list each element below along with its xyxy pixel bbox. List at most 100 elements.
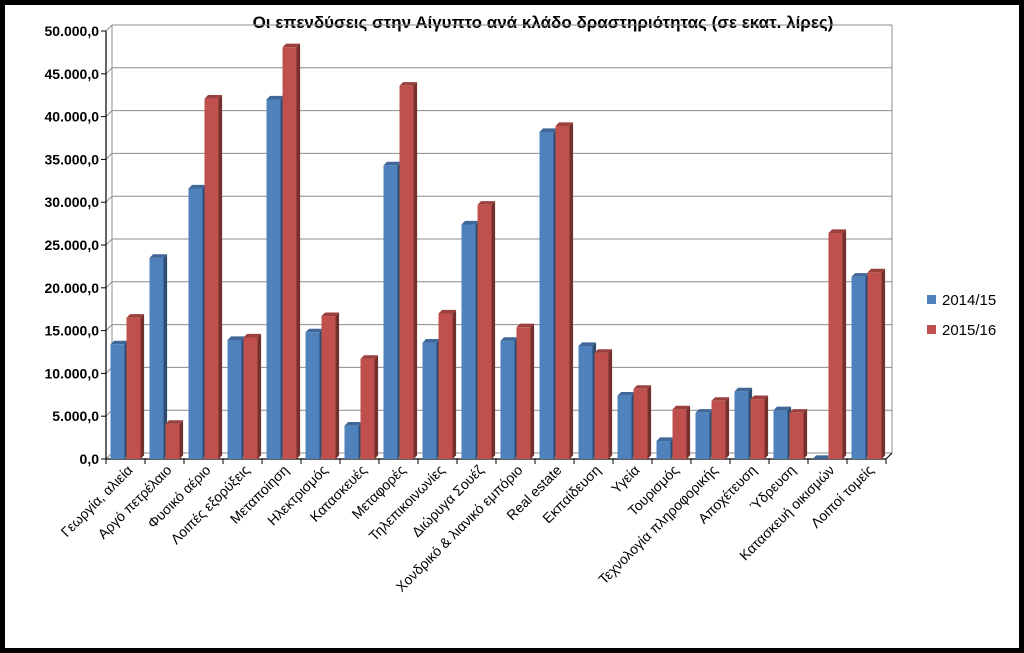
bar-top (695, 409, 714, 413)
bar-front (867, 272, 882, 459)
grid-layer (105, 24, 893, 460)
bars-layer (110, 43, 886, 460)
bar-front (149, 257, 164, 459)
bar-2014-15-15 (695, 409, 714, 459)
bar-front (126, 317, 141, 459)
bar-front (828, 233, 843, 459)
bar-side (140, 314, 145, 459)
bar-side (686, 405, 691, 459)
y-tick-label: 50.000,0 (45, 23, 100, 39)
bar-top (126, 314, 145, 318)
bar-side (647, 385, 652, 459)
bar-top (422, 338, 441, 343)
bar-2015-16-9 (477, 201, 496, 459)
gridline-side (105, 24, 113, 32)
bar-2015-16-13 (633, 385, 652, 459)
bar-top (360, 355, 379, 359)
bar-top (851, 273, 870, 277)
bar-front (773, 410, 788, 459)
legend-label: 2015/16 (942, 322, 996, 339)
y-tick-label: 30.000,0 (45, 194, 100, 210)
bar-top (555, 122, 574, 127)
y-tick-label: 35.000,0 (45, 151, 100, 167)
bar-front (305, 332, 320, 459)
bar-side (491, 201, 496, 459)
bar-top (399, 82, 418, 86)
bar-front (282, 47, 297, 459)
bar-top (812, 455, 831, 459)
bar-front (204, 98, 219, 460)
bar-front (656, 441, 671, 459)
bar-2014-15-0 (110, 340, 129, 459)
bar-2015-16-15 (711, 397, 730, 459)
legend-item-2014-15: 2014/15 (927, 292, 996, 309)
bar-2015-16-6 (360, 355, 379, 459)
bar-side (530, 323, 535, 459)
bar-2015-16-5 (321, 312, 340, 459)
bar-top (656, 437, 675, 442)
bar-2015-16-2 (204, 95, 223, 460)
bar-top (188, 184, 207, 189)
bar-top (734, 387, 753, 392)
bar-front (266, 99, 281, 459)
bar-2015-16-3 (243, 333, 262, 459)
axis-layer: 0,0 5.000,0 10.000,0 15.000,0 20.000,0 25.000… (45, 23, 893, 467)
bar-top (227, 336, 246, 341)
bar-side (296, 43, 301, 459)
legend-swatch (927, 325, 936, 334)
bar-side (163, 254, 168, 459)
bar-2014-15-6 (344, 422, 363, 459)
bar-2015-16-14 (672, 405, 691, 459)
bar-side (413, 82, 418, 460)
bar-2014-15-17 (773, 406, 792, 459)
bar-2015-16-11 (555, 122, 574, 460)
bar-top (204, 95, 223, 99)
bar-top (243, 333, 262, 338)
bar-front (399, 85, 414, 459)
bar-front (477, 204, 492, 459)
bar-top (282, 43, 301, 48)
bar-2014-15-14 (656, 437, 675, 459)
gridline-side (105, 195, 113, 203)
bar-side (374, 355, 379, 459)
bar-front (188, 188, 203, 459)
bar-2015-16-7 (399, 82, 418, 460)
gridline-side (105, 324, 113, 331)
bar-2015-16-18 (828, 229, 847, 459)
bar-top (500, 337, 519, 341)
bar-2014-15-12 (578, 342, 597, 459)
bar-front (633, 388, 648, 459)
bar-front (438, 313, 453, 459)
bar-side (881, 268, 886, 459)
y-tick-label: 0,0 (80, 451, 100, 467)
bar-2014-15-5 (305, 328, 324, 459)
bar-2015-16-10 (516, 323, 535, 459)
bar-side (764, 395, 769, 459)
bar-front (539, 132, 554, 459)
chart-title: Οι επενδύσεις στην Αίγυπτο ανά κλάδο δρα… (253, 13, 834, 32)
bar-side (608, 349, 613, 459)
gridline-side (105, 238, 113, 246)
bar-top (539, 128, 558, 133)
gridline-side (105, 153, 113, 160)
bar-2015-16-19 (867, 268, 886, 459)
legend-swatch (927, 295, 936, 304)
bar-front (243, 337, 258, 459)
bar-front (500, 340, 515, 459)
bar-2014-15-19 (851, 273, 870, 459)
bar-front (227, 340, 242, 459)
bar-2014-15-3 (227, 336, 246, 459)
legend-label: 2014/15 (942, 292, 996, 309)
gridline-side (105, 281, 113, 289)
bar-top (149, 254, 168, 258)
bar-top (828, 229, 847, 234)
y-tick-label: 10.000,0 (45, 365, 100, 381)
bar-2014-15-8 (422, 338, 441, 459)
bar-side (335, 312, 340, 459)
y-tick-label: 45.000,0 (45, 66, 100, 82)
bar-2014-15-9 (461, 220, 480, 459)
bar-top (789, 409, 808, 413)
bar-top (711, 397, 730, 401)
x-tick-label: Υγεία (608, 462, 643, 497)
